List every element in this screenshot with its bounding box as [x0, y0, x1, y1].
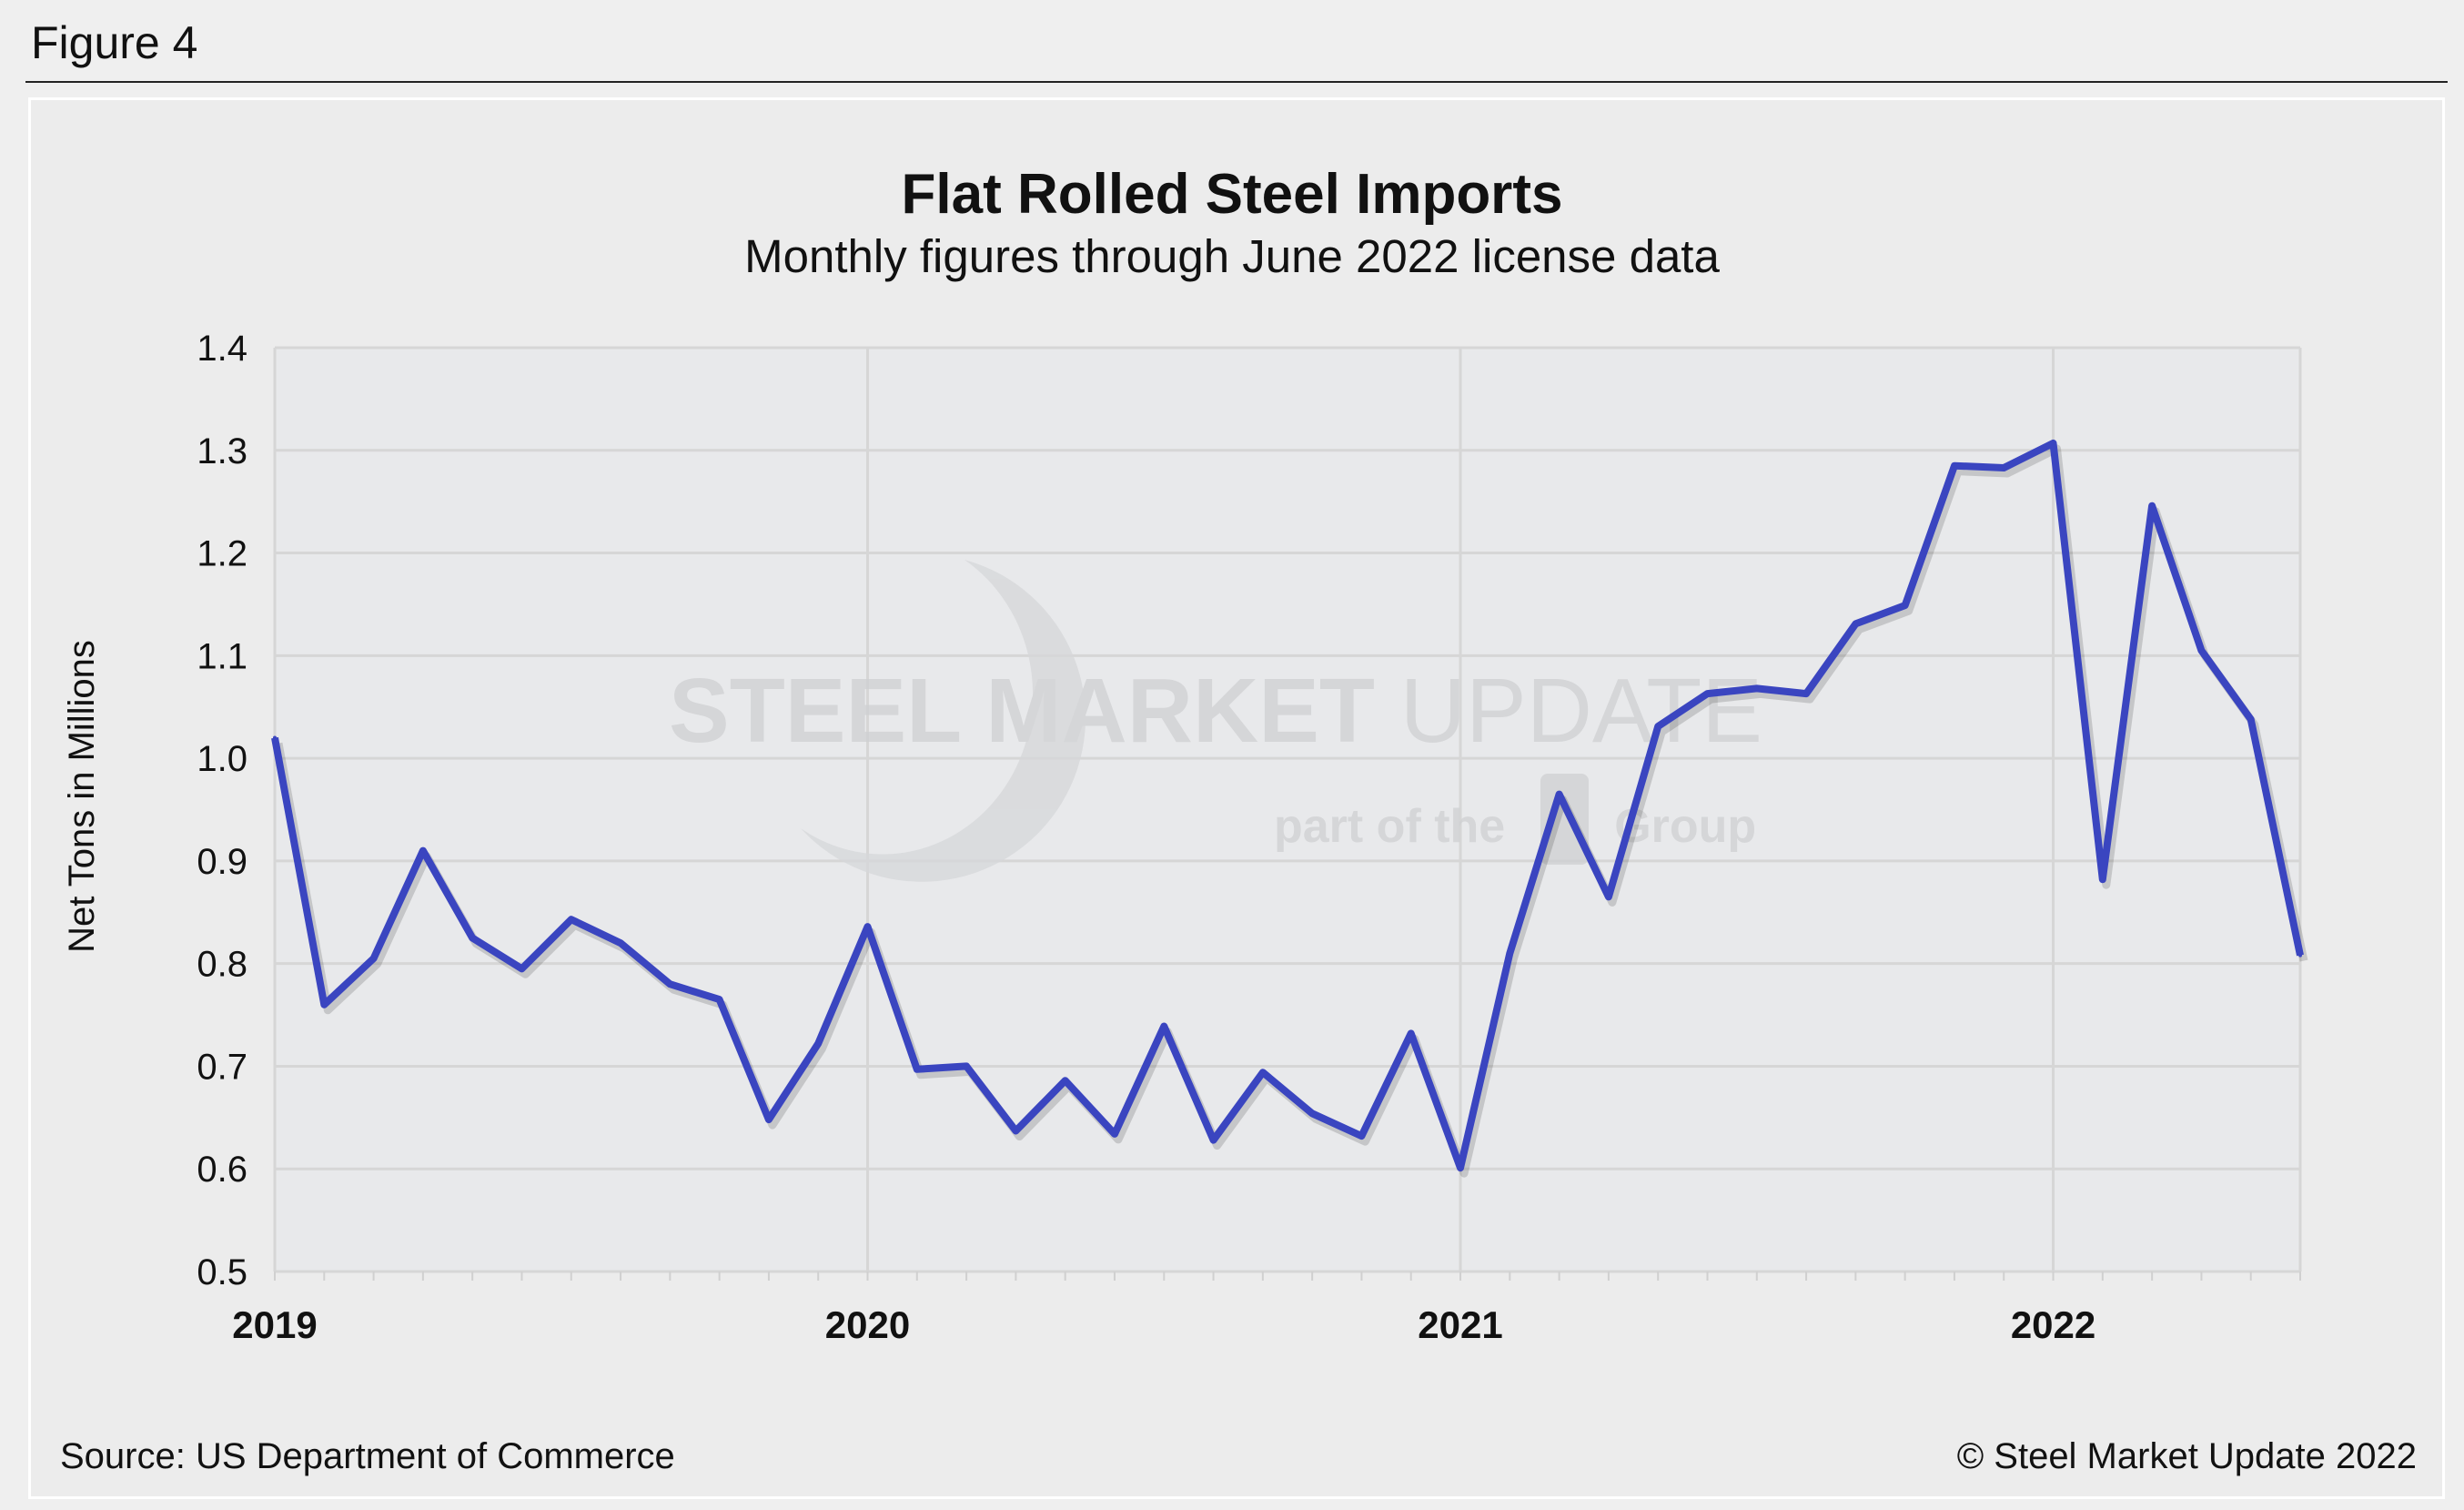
plot-area — [275, 348, 2300, 1272]
grid — [273, 346, 2302, 1281]
data-point — [2248, 717, 2253, 722]
data-point — [2002, 465, 2006, 470]
data-point — [371, 957, 376, 961]
data-point — [569, 917, 573, 922]
y-tick-label: 1.0 — [197, 739, 247, 779]
data-point — [1557, 792, 1561, 796]
figure-label: Figure 4 — [31, 17, 198, 68]
data-point — [1409, 1031, 1413, 1036]
data-point — [1754, 686, 1759, 691]
data-point — [2051, 441, 2055, 445]
y-tick-label: 1.4 — [197, 329, 247, 369]
copyright-note: © Steel Market Update 2022 — [1956, 1436, 2417, 1476]
source-note: Source: US Department of Commerce — [60, 1436, 675, 1476]
x-tick-label: 2021 — [1418, 1303, 1502, 1346]
data-point — [1162, 1024, 1166, 1029]
data-point — [1606, 895, 1611, 899]
data-point — [2298, 953, 2302, 958]
y-tick-label: 0.9 — [197, 842, 247, 882]
watermark: STEEL MARKET UPDATE part of the Group — [669, 560, 1762, 882]
y-tick-label: 0.6 — [197, 1150, 247, 1190]
watermark-text: STEEL MARKET — [669, 660, 1375, 762]
data-point — [1310, 1111, 1315, 1116]
data-point — [1063, 1079, 1067, 1083]
data-point — [865, 925, 870, 929]
data-point — [1359, 1134, 1364, 1139]
data-point — [1853, 622, 1858, 626]
data-point — [273, 735, 277, 740]
data-point — [520, 967, 524, 971]
y-tick-label: 0.7 — [197, 1047, 247, 1087]
svg-text:STEEL MARKET UPDATE: STEEL MARKET UPDATE — [669, 660, 1762, 762]
data-point — [766, 1118, 771, 1122]
y-tick-label: 1.3 — [197, 431, 247, 471]
data-point — [1903, 603, 1907, 608]
series-line — [271, 439, 2304, 1172]
data-point — [1459, 1166, 1463, 1171]
data-point — [1014, 1129, 1018, 1133]
x-tick-label: 2022 — [2011, 1303, 2095, 1346]
data-point — [1260, 1070, 1265, 1075]
data-point — [2150, 503, 2155, 508]
data-point — [1804, 692, 1809, 696]
data-point — [2100, 877, 2105, 882]
data-point — [2199, 648, 2204, 653]
data-point — [1952, 463, 1956, 468]
watermark-text: UPDATE — [1400, 660, 1762, 762]
data-point — [1211, 1138, 1216, 1142]
divider — [25, 81, 2448, 83]
chart-subtitle: Monthly figures through June 2022 licens… — [744, 230, 1720, 282]
data-point — [668, 982, 672, 987]
y-tick-label: 1.1 — [197, 636, 247, 676]
y-tick-label: 1.2 — [197, 534, 247, 574]
data-point — [1656, 725, 1661, 729]
watermark-crescent-icon — [801, 560, 1086, 882]
series — [271, 439, 2308, 1178]
data-point — [1508, 951, 1512, 956]
x-tick-label: 2020 — [825, 1303, 910, 1346]
data-point — [1112, 1131, 1116, 1136]
data-point — [619, 941, 623, 946]
data-point — [717, 998, 722, 1002]
data-point — [420, 848, 425, 853]
watermark-text: Group — [1614, 800, 1756, 853]
data-point — [964, 1064, 969, 1069]
y-tick-label: 0.8 — [197, 945, 247, 985]
chart-title: Flat Rolled Steel Imports — [901, 163, 1563, 226]
data-point — [1705, 692, 1710, 696]
data-point — [322, 1002, 327, 1007]
data-point — [914, 1067, 919, 1071]
x-tick-label: 2019 — [232, 1303, 317, 1346]
data-point — [816, 1041, 821, 1046]
y-tick-label: 0.5 — [197, 1252, 247, 1292]
y-axis-label: Net Tons in Millions — [62, 640, 102, 953]
watermark-text: part of the — [1274, 800, 1505, 853]
data-point — [470, 936, 475, 940]
cru-logo — [1540, 774, 1589, 865]
